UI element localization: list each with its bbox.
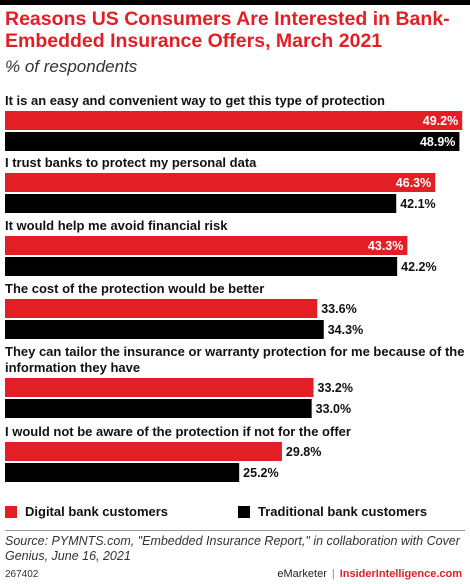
bar-traditional [5,132,460,151]
legend: Digital bank customers Traditional bank … [0,504,470,526]
category-label: I would not be aware of the protection i… [5,424,351,439]
chart-id: 267402 [5,569,39,580]
value-label-traditional: 33.0% [316,402,351,416]
footer-brand: eMarketer | InsiderIntelligence.com [277,568,462,580]
bar-traditional [5,399,312,418]
value-label-digital: 33.2% [318,381,353,395]
bar-digital [5,111,463,130]
bar-traditional [5,194,397,213]
legend-swatch-traditional [238,505,250,518]
brand-separator: | [331,568,335,580]
bar-digital [5,442,282,461]
legend-label-traditional: Traditional bank customers [258,504,428,519]
value-label-digital: 43.3% [368,239,403,253]
brand-insider-intelligence: InsiderIntelligence.com [339,568,462,580]
legend-item-traditional: Traditional bank customers [238,504,427,519]
bar-digital [5,173,436,192]
value-label-traditional: 42.2% [401,260,436,274]
bar-traditional [5,463,240,482]
chart-subtitle: % of respondents [5,57,138,76]
category-label: It would help me avoid financial risk [5,218,228,233]
category-label: It is an easy and convenient way to get … [5,93,385,108]
bar-chart: It is an easy and convenient way to get … [5,93,464,482]
brand-emarketer: eMarketer [277,568,327,580]
source-note: Source: PYMNTS.com, "Embedded Insurance … [5,534,460,563]
value-label-traditional: 25.2% [243,466,278,480]
category-label: They can tailor the insurance or warrant… [5,344,464,375]
bar-traditional [5,257,398,276]
chart-title: Reasons US Consumers Are Interested in B… [5,8,450,52]
bar-digital [5,299,318,318]
bar-traditional [5,320,324,339]
value-label-traditional: 42.1% [400,197,435,211]
value-label-digital: 46.3% [396,176,431,190]
legend-item-digital: Digital bank customers [5,504,168,519]
bar-digital [5,236,408,255]
top-accent-bar [0,0,470,5]
bar-digital [5,378,314,397]
category-label: The cost of the protection would be bett… [5,281,264,296]
value-label-traditional: 34.3% [328,323,363,337]
value-label-digital: 29.8% [286,445,321,459]
value-label-traditional: 48.9% [420,135,455,149]
legend-label-digital: Digital bank customers [25,504,169,519]
value-label-digital: 33.6% [321,302,356,316]
value-label-digital: 49.2% [423,114,458,128]
category-label: I trust banks to protect my personal dat… [5,155,257,170]
source-divider [5,530,465,531]
legend-swatch-digital [5,505,17,518]
